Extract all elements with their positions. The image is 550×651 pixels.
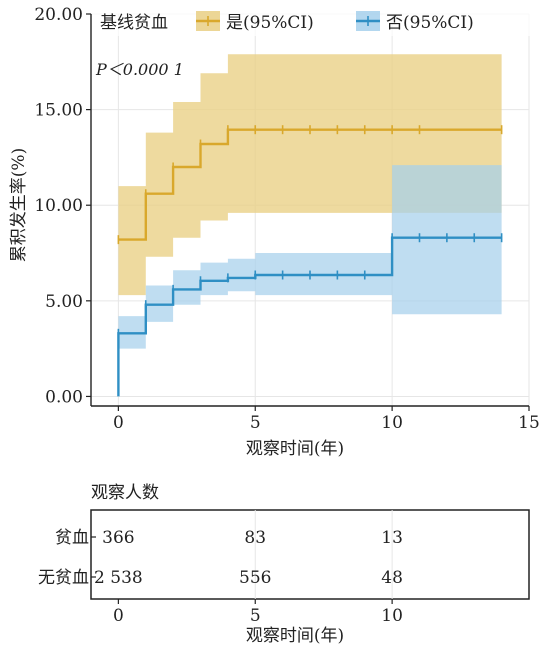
risk-table-frame [90, 509, 530, 600]
censor-marks [117, 125, 503, 338]
risk-row-label: 贫血 [55, 528, 89, 548]
legend: 基线贫血 是(95%CI) 否(95%CI) [92, 8, 530, 36]
y-tick-label: 5.00 [45, 292, 83, 312]
x-tick-label: 5 [250, 413, 261, 433]
x-tick-label: 0 [113, 413, 124, 433]
risk-cell: 83 [244, 528, 266, 548]
x-axis-label: 观察时间(年) [246, 439, 344, 459]
risk-x-tick-label: 0 [113, 606, 124, 626]
y-tick-label: 0.00 [45, 387, 83, 407]
ci-bands [118, 54, 502, 397]
legend-label: 是(95%CI) [226, 13, 314, 33]
y-tick-label: 15.00 [34, 101, 83, 121]
axes [86, 13, 530, 411]
risk-cell: 48 [381, 568, 403, 588]
y-axis-label: 累积发生率(%) [9, 148, 29, 262]
risk-x-tick-label: 5 [250, 606, 261, 626]
risk-table: 观察人数 贫血 366 83 13 无贫血 2 538 556 48 0 5 10 观察时间(年) [38, 483, 530, 646]
risk-row-label: 无贫血 [38, 568, 89, 588]
risk-cell: 366 [102, 528, 134, 548]
y-tick-label: 20.00 [34, 5, 83, 25]
p-value-annotation: P＜0.000 1 [95, 60, 184, 79]
x-tick-label: 15 [518, 413, 540, 433]
risk-x-tick-label: 10 [381, 606, 403, 626]
risk-table-x-label: 观察时间(年) [246, 626, 344, 646]
tick-labels: 0 5 10 15 0.00 5.00 10.00 15.00 20.00 [34, 5, 539, 433]
risk-cell: 556 [239, 568, 271, 588]
x-tick-label: 10 [381, 413, 403, 433]
risk-table-cells: 贫血 366 83 13 无贫血 2 538 556 48 0 5 10 [38, 528, 403, 626]
legend-title: 基线贫血 [100, 13, 168, 33]
legend-label: 否(95%CI) [386, 13, 474, 33]
y-tick-label: 10.00 [34, 196, 83, 216]
risk-cell: 2 538 [94, 568, 143, 588]
risk-cell: 13 [381, 528, 403, 548]
risk-table-title: 观察人数 [91, 483, 159, 503]
curve-anemia [118, 128, 502, 241]
plot-area: 0 5 10 15 0.00 5.00 10.00 15.00 20.00 [34, 5, 539, 433]
ci-band-anemia [118, 54, 502, 296]
risk-table-grid [91, 510, 393, 604]
ci-band-no-anemia [118, 165, 502, 397]
legend-items: 是(95%CI) 否(95%CI) [196, 11, 474, 33]
legend-background [92, 8, 530, 36]
